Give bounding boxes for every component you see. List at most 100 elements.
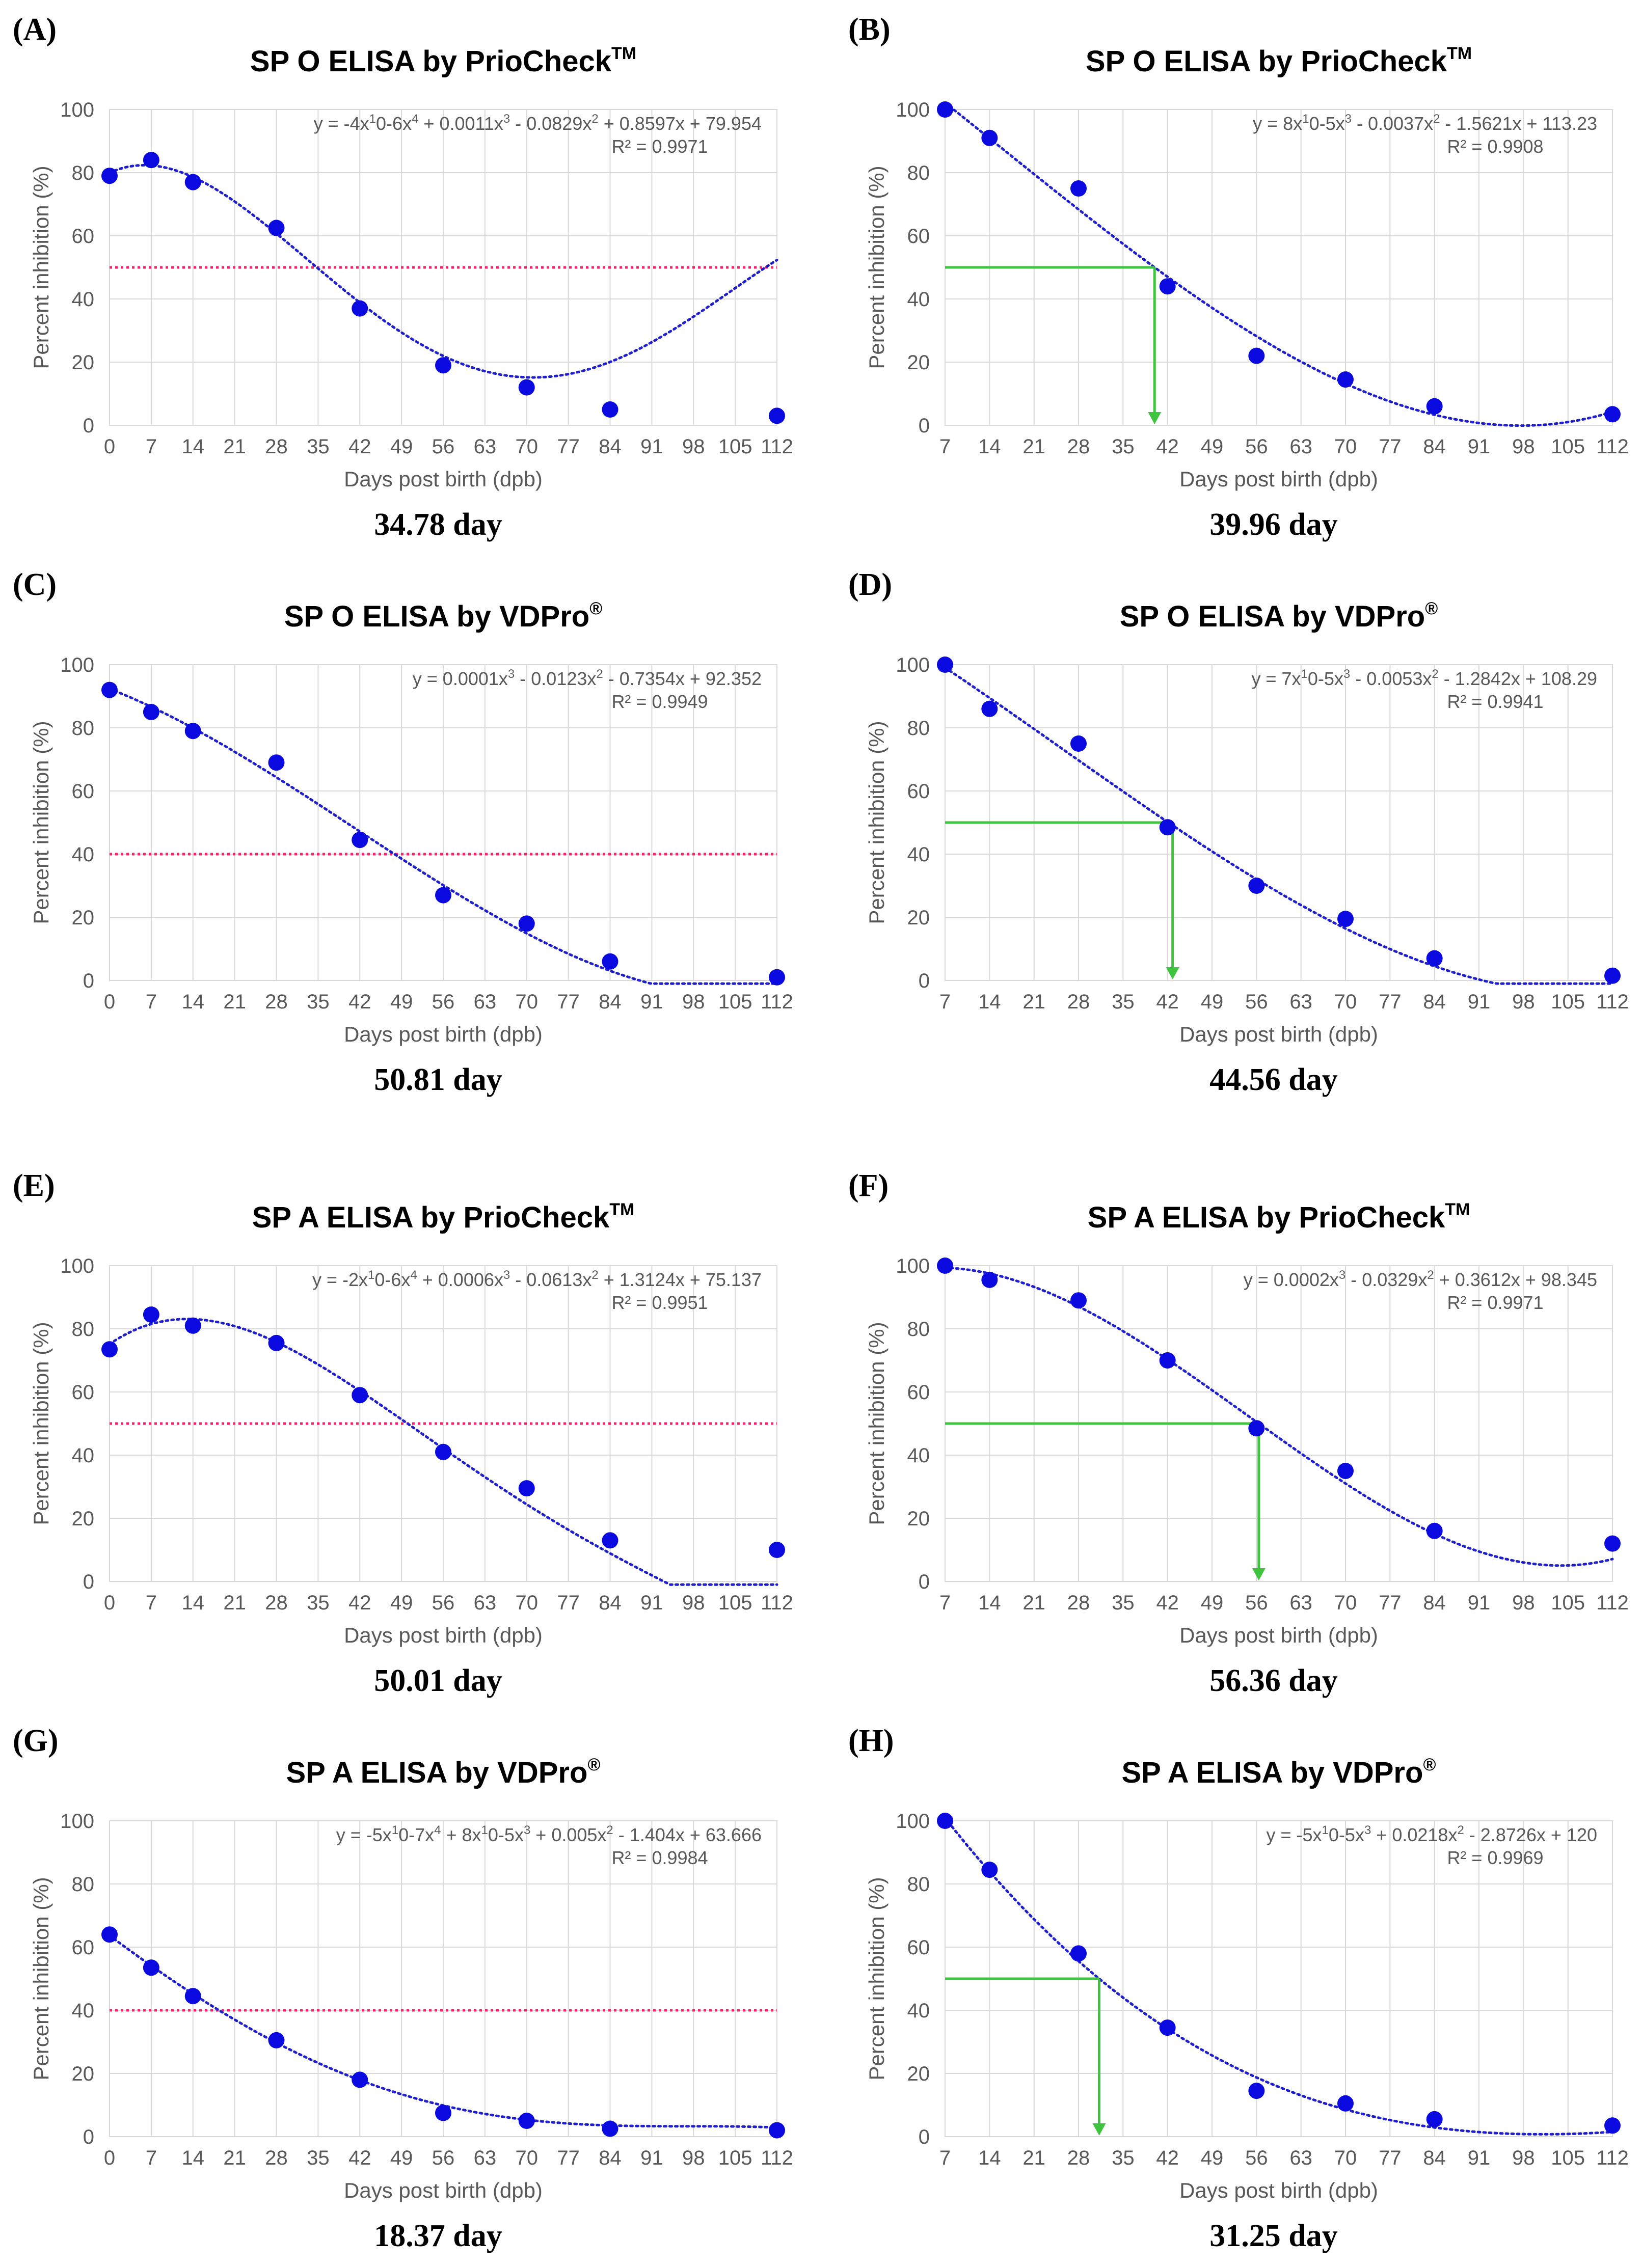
data-point — [101, 1926, 118, 1943]
y-tick-label: 60 — [907, 225, 930, 248]
x-tick-label: 98 — [682, 435, 705, 458]
y-tick-label: 0 — [83, 1571, 94, 1593]
x-tick-label: 49 — [1201, 435, 1224, 458]
x-tick-label: 70 — [1334, 1592, 1357, 1614]
x-tick-label: 70 — [1334, 2147, 1357, 2169]
x-tick-label: 112 — [1596, 991, 1629, 1013]
data-point — [101, 168, 118, 184]
x-axis-label: Days post birth (dpb) — [344, 2178, 543, 2202]
x-tick-label: 0 — [104, 991, 115, 1013]
y-tick-label: 20 — [907, 1508, 930, 1530]
x-tick-label: 105 — [1551, 991, 1585, 1013]
x-tick-label: 0 — [104, 435, 115, 458]
panel-label: (H) — [848, 1724, 894, 1758]
y-tick-label: 40 — [907, 843, 930, 866]
r-squared: R² = 0.9941 — [1447, 691, 1543, 712]
x-tick-label: 70 — [516, 1592, 539, 1614]
data-point — [1248, 1420, 1265, 1437]
data-point — [1426, 1522, 1443, 1539]
data-point — [937, 101, 953, 118]
x-tick-label: 21 — [223, 991, 246, 1013]
x-tick-label: 112 — [1596, 435, 1629, 458]
data-point — [1248, 2083, 1265, 2099]
chart-title: SP O ELISA by VDPro® — [284, 599, 603, 633]
y-tick-label: 0 — [919, 415, 930, 437]
cutoff-marker-arrowhead — [1166, 967, 1179, 979]
trendline — [944, 102, 1614, 427]
y-tick-label: 40 — [72, 2000, 95, 2022]
y-axis-label: Percent inhibition (%) — [865, 1322, 889, 1525]
x-tick-label: 49 — [390, 1592, 413, 1614]
x-tick-label: 77 — [1379, 1592, 1402, 1614]
x-tick-label: 49 — [390, 435, 413, 458]
data-point — [143, 152, 159, 169]
x-tick-label: 56 — [432, 991, 455, 1013]
estimated-day-caption: 44.56 day — [1209, 1062, 1337, 1097]
y-tick-label: 0 — [83, 970, 94, 992]
x-tick-label: 14 — [182, 1592, 205, 1614]
data-point — [1070, 180, 1087, 197]
trendline-equation: y = -5x10-7x4 + 8x10-5x3 + 0.005x2 - 1.4… — [336, 1823, 762, 1845]
data-point — [518, 2113, 535, 2129]
data-point — [1248, 878, 1265, 894]
x-tick-label: 21 — [223, 1592, 246, 1614]
y-tick-label: 0 — [83, 415, 94, 437]
x-tick-label: 56 — [1245, 991, 1268, 1013]
x-tick-label: 84 — [599, 1592, 622, 1614]
y-tick-label: 80 — [72, 1873, 95, 1896]
data-point — [352, 1387, 368, 1404]
data-point — [937, 1258, 953, 1274]
data-point — [435, 357, 451, 374]
x-tick-label: 70 — [516, 435, 539, 458]
data-point — [143, 704, 159, 720]
data-point — [937, 657, 953, 673]
x-tick-label: 63 — [474, 2147, 497, 2169]
x-tick-label: 42 — [1156, 435, 1179, 458]
x-tick-label: 42 — [1156, 2147, 1179, 2169]
x-tick-label: 112 — [761, 2147, 793, 2169]
y-axis-label: Percent inhibition (%) — [29, 1322, 53, 1525]
x-tick-label: 35 — [1112, 435, 1135, 458]
estimated-day-caption: 31.25 day — [1209, 2219, 1337, 2253]
data-point — [602, 1532, 618, 1549]
y-tick-label: 80 — [72, 1318, 95, 1341]
estimated-day-caption: 18.37 day — [374, 2219, 502, 2253]
x-tick-label: 28 — [1067, 2147, 1090, 2169]
x-tick-label: 105 — [718, 1592, 752, 1614]
y-tick-label: 40 — [72, 843, 95, 866]
x-tick-label: 77 — [1379, 2147, 1402, 2169]
x-tick-label: 77 — [1379, 991, 1402, 1013]
x-tick-label: 28 — [265, 435, 288, 458]
y-axis-label: Percent inhibition (%) — [865, 166, 889, 369]
chart-panel-E: (E) SP A ELISA by PrioCheckTM 0 20 40 60 80 100… — [13, 1168, 793, 1698]
y-tick-label: 0 — [83, 2126, 94, 2148]
data-point — [518, 379, 535, 396]
y-tick-label: 60 — [72, 780, 95, 803]
x-tick-label: 21 — [223, 435, 246, 458]
data-point — [518, 1480, 535, 1497]
x-tick-label: 63 — [1289, 1592, 1312, 1614]
x-tick-label: 7 — [146, 1592, 157, 1614]
data-point — [1337, 371, 1354, 388]
x-tick-label: 112 — [761, 991, 793, 1013]
data-point — [352, 300, 368, 317]
y-tick-label: 20 — [907, 351, 930, 374]
y-tick-label: 80 — [72, 717, 95, 740]
panel-label: (G) — [13, 1724, 59, 1758]
data-point — [602, 953, 618, 970]
x-tick-label: 77 — [557, 1592, 580, 1614]
x-tick-label: 42 — [1156, 1592, 1179, 1614]
y-tick-label: 100 — [896, 1255, 930, 1277]
trendline-equation: y = -4x10-6x4 + 0.0011x3 - 0.0829x2 + 0.… — [314, 112, 762, 134]
x-tick-label: 7 — [146, 2147, 157, 2169]
data-point — [1604, 967, 1621, 984]
x-tick-label: 21 — [1022, 1592, 1045, 1614]
data-point — [184, 1317, 201, 1334]
x-tick-label: 98 — [1512, 2147, 1535, 2169]
y-tick-label: 0 — [919, 2126, 930, 2148]
x-tick-label: 28 — [1067, 435, 1090, 458]
y-axis-label: Percent inhibition (%) — [29, 166, 53, 369]
data-point — [435, 2105, 451, 2121]
data-point — [1426, 398, 1443, 415]
